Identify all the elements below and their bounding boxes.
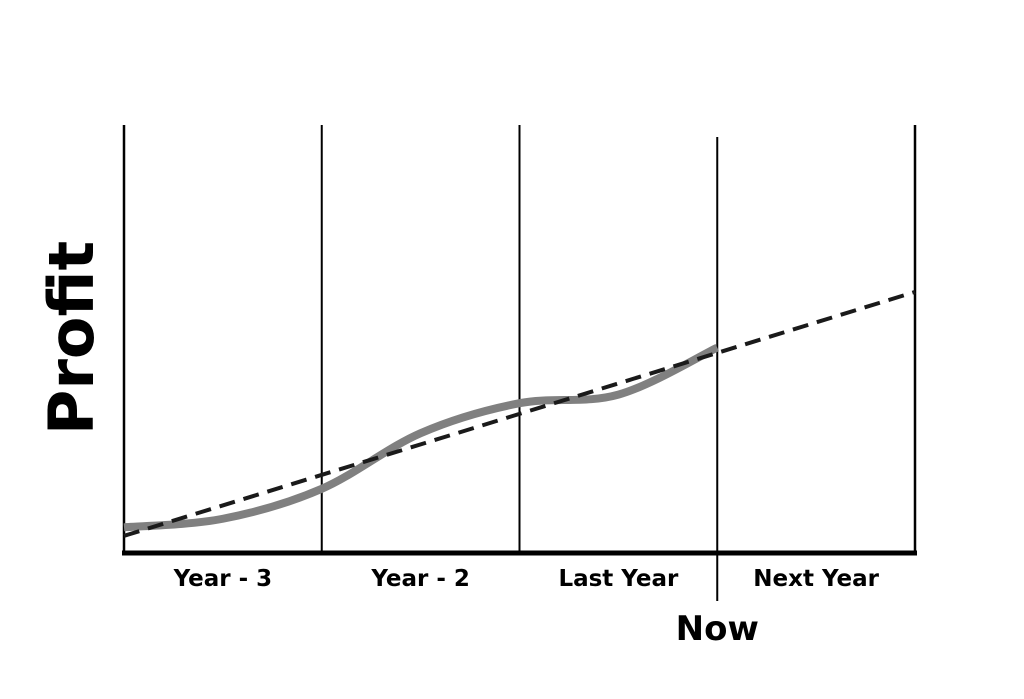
x-tick-label: Year - 3 (173, 566, 273, 592)
now-label: Now (676, 609, 759, 649)
y-axis-label: Profit (35, 241, 108, 435)
profit-line (123, 343, 720, 532)
period-dividers (122, 125, 917, 601)
series-layer (123, 290, 916, 538)
trend-line-dashed (123, 290, 916, 538)
x-tick-labels: Year - 3 Year - 2 Last Year Next Year (173, 566, 880, 592)
x-tick-label: Last Year (558, 566, 679, 592)
x-tick-label: Next Year (753, 566, 879, 592)
x-tick-label: Year - 2 (370, 566, 470, 592)
